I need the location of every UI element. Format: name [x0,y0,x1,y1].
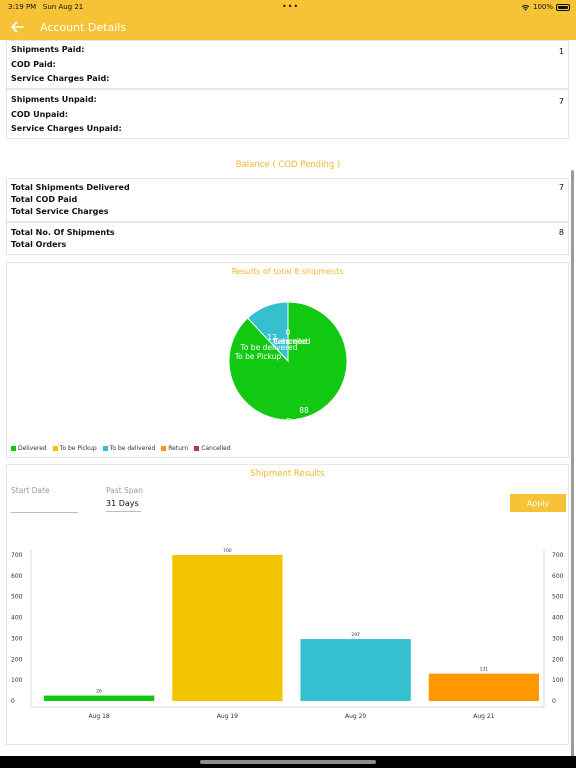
pie-slice-label: To be Pickup [234,352,281,361]
pie-value-label: 12 [267,333,277,342]
apply-button[interactable]: Apply [510,494,566,512]
pie-slice-label: Cancelled [274,337,311,346]
bar-value-label: 26 [96,689,102,695]
bar-chart: 0 0 100 100 200 200 300 300 400 400 500 500 600 600 70… [11,548,564,720]
y-tick-right: 700 [552,552,564,559]
total-service-charges-label: Total Service Charges [11,207,109,216]
service-charges-paid-label: Service Charges Paid: [11,74,110,83]
legend-item[interactable]: Cancelled [194,445,231,452]
cod-paid-label: COD Paid: [11,60,56,69]
shipment-results-title: Shipment Results [250,469,325,479]
pie-value-label: 88 [299,406,309,415]
legend-swatch [194,446,200,451]
unpaid-card: Shipments Unpaid: 7 COD Unpaid: Service … [6,89,569,139]
status-bar: 3:19 PM Sun Aug 21 ••• 100% [0,0,576,14]
y-tick-right: 600 [552,573,564,580]
legend-swatch [11,446,16,451]
bar-aug-20 [300,639,411,701]
shipments-unpaid-label: Shipments Unpaid: [11,95,97,104]
y-tick-right: 300 [552,635,564,642]
pie-legend: Delivered To be Pickup To be delivered Retu… [11,445,231,452]
nav-bar: Account Details [0,14,576,40]
multitask-dots-icon: ••• [282,2,300,11]
bar-aug-19 [172,555,283,701]
legend-label: To be Pickup [59,445,97,452]
legend-label: Return [168,445,189,452]
shipments-paid-label: Shipments Paid: [11,45,85,54]
bar-value-label: 131 [480,667,489,673]
y-tick-right: 400 [552,615,564,622]
y-tick-right: 200 [552,656,564,663]
legend-label: Delivered [18,445,47,452]
pie-chart-title: Results of total 8 shipments [231,267,344,276]
legend-label: Cancelled [201,445,231,452]
bar-aug-18 [43,695,155,701]
y-tick-left: 500 [11,594,23,601]
cod-unpaid-label: COD Unpaid: [11,110,69,119]
x-tick-label: Aug 19 [217,713,238,720]
x-tick-label: Aug 18 [88,713,109,720]
content-scroll[interactable]: Shipments Paid: 1 COD Paid: Service Char… [0,40,576,756]
legend-label: To be delivered [109,445,156,452]
start-date-label: Start Date [11,486,50,495]
legend-item[interactable]: To be Pickup [52,445,97,452]
y-tick-left: 300 [11,635,23,642]
wifi-icon [521,4,530,11]
y-tick-left: 200 [11,656,23,663]
total-shipments-value: 8 [558,228,564,237]
paid-card: Shipments Paid: 1 COD Paid: Service Char… [6,40,569,89]
total-orders-label: Total Orders [11,240,67,249]
total-shipments-delivered-value: 7 [558,183,564,192]
shipment-results-card: Shipment Results Start Date Past Span 31… [6,464,569,745]
status-time: 3:19 PM Sun Aug 21 [8,3,84,11]
status-right: 100% [521,3,570,11]
y-tick-right: 500 [552,594,564,601]
shipments-unpaid-value: 7 [558,97,564,106]
bar-value-label: 700 [223,548,232,554]
pie-slice-label: To be delivered [240,343,298,352]
pie-slice-label: Delivered [286,417,322,426]
past-span-select[interactable]: 31 Days [106,498,141,512]
back-arrow-icon[interactable] [8,18,26,36]
legend-item[interactable]: Return [161,445,188,452]
total-shipments-label: Total No. Of Shipments [11,228,115,237]
battery-percent: 100% [532,3,553,11]
y-tick-right: 100 [552,677,564,684]
totals-card: Total Shipments Delivered 7 Total COD Pa… [6,178,569,222]
pie-chart-card: Results of total 8 shipments 88 Delivered… [6,262,569,458]
y-tick-left: 100 [11,677,23,684]
page-title: Account Details [40,21,127,34]
y-tick-left: 0 [11,698,15,705]
pie-value-label: 0 [286,328,291,337]
legend-item[interactable]: To be delivered [102,445,156,452]
total-cod-paid-label: Total COD Paid [11,195,78,204]
start-date-input[interactable] [11,499,78,513]
pie-slice-label: Returned [273,337,308,346]
total-shipments-delivered-label: Total Shipments Delivered [11,183,130,192]
scrollbar[interactable] [571,170,574,756]
battery-icon [556,3,570,11]
shipments-paid-value: 1 [558,47,564,56]
orders-card: Total No. Of Shipments 8 Total Orders [6,222,569,255]
y-tick-left: 700 [11,552,23,559]
bar-aug-21 [428,673,540,701]
x-tick-label: Aug 20 [345,713,366,720]
legend-swatch [52,446,58,451]
x-tick-label: Aug 21 [473,713,494,720]
balance-title: Balance ( COD Pending ) [235,160,341,170]
legend-swatch [161,446,167,451]
legend-item[interactable]: Delivered [11,445,47,452]
home-indicator-bar [0,756,576,768]
past-span-label: Past Span [106,486,143,495]
y-tick-right: 0 [552,698,556,705]
y-tick-left: 400 [11,615,23,622]
legend-swatch [102,446,108,451]
pie-slice-to-be-delivered [246,301,289,363]
y-tick-left: 600 [11,573,23,580]
service-charges-unpaid-label: Service Charges Unpaid: [11,124,122,133]
bar-value-label: 297 [351,632,360,638]
home-indicator[interactable] [200,760,376,764]
